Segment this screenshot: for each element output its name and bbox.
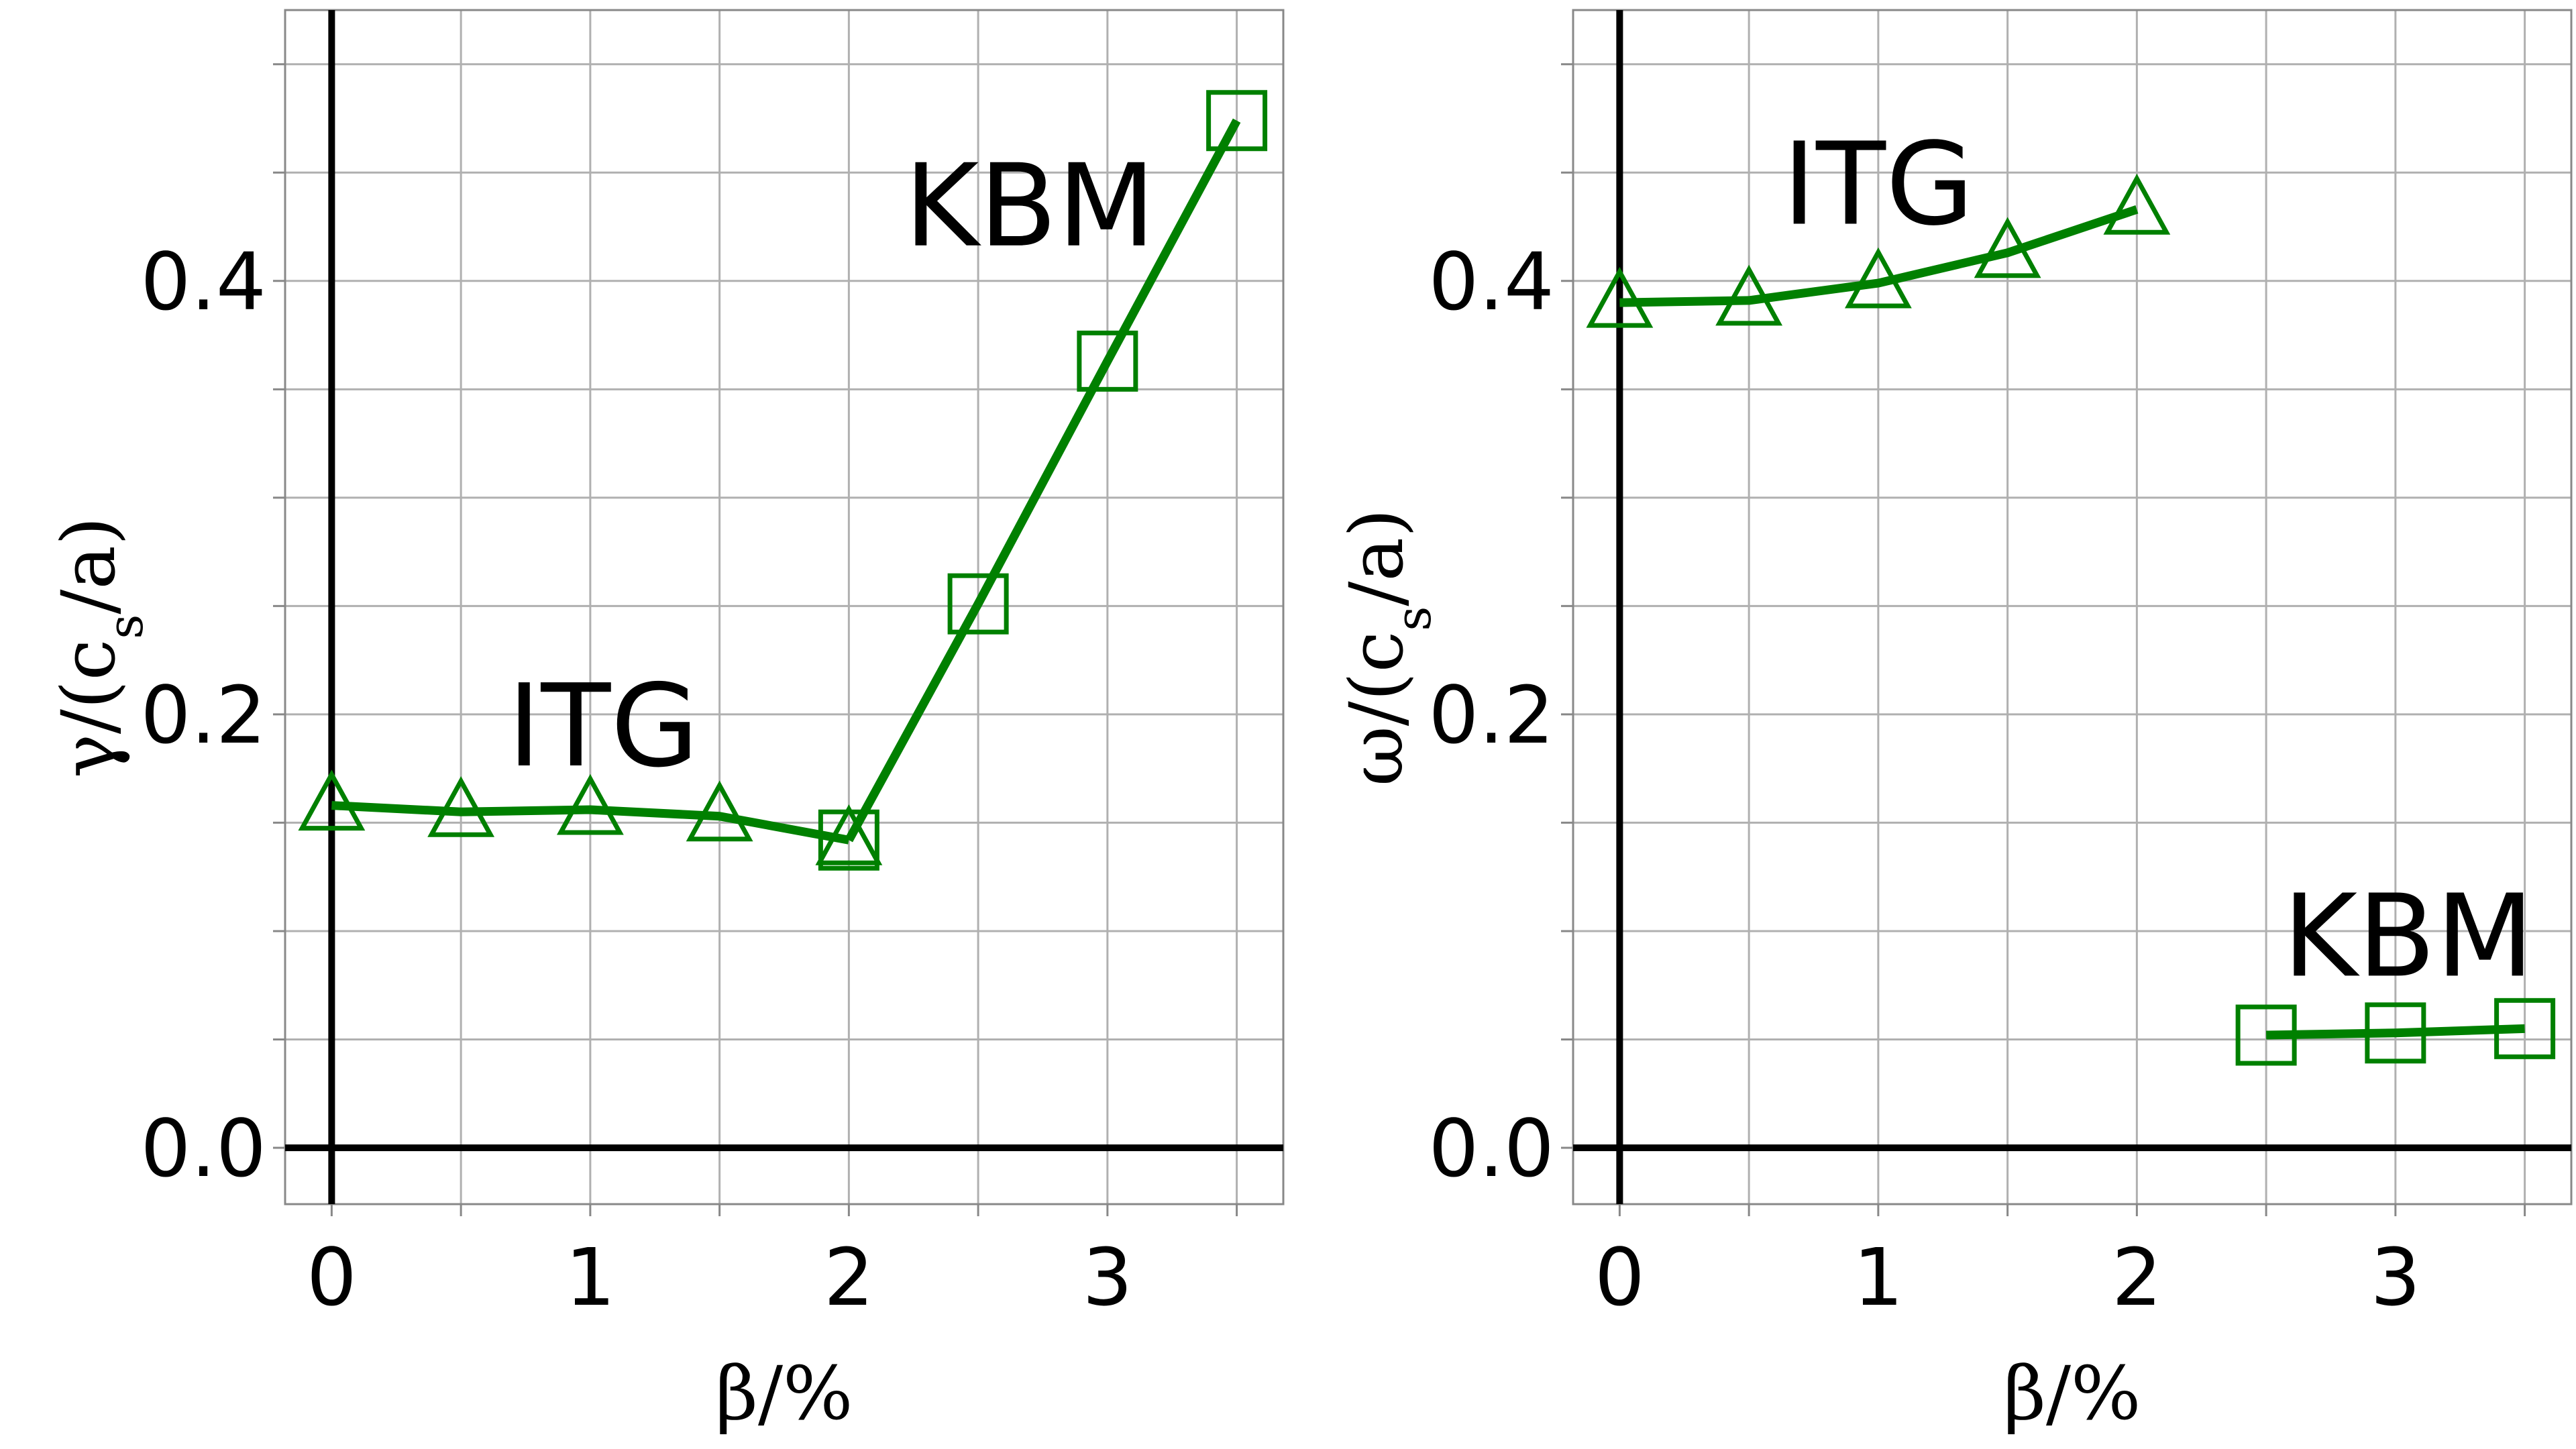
x-tick-label: 0	[307, 1231, 357, 1324]
right-panel-frequency: 0 1 2 3 0.0 0.2 0.4 β/% ω/(cs/a) ITG KBM	[1334, 9, 2573, 1436]
x-axis-title: β/%	[715, 1350, 853, 1436]
annotation-itg: ITG	[507, 660, 699, 793]
data-point-square	[2494, 998, 2556, 1059]
data-point-triangle	[815, 804, 883, 865]
y-tick-label: 0.0	[1428, 1102, 1554, 1195]
series-kbm	[818, 90, 1268, 871]
data-point-triangle	[298, 769, 366, 831]
x-tick-label: 3	[2370, 1231, 2420, 1324]
data-point-square	[2365, 1002, 2426, 1064]
x-tick-label: 3	[1082, 1231, 1132, 1324]
data-point-triangle	[1974, 217, 2041, 278]
series-kbm	[2235, 998, 2556, 1066]
x-tick-label: 0	[1595, 1231, 1645, 1324]
data-point-triangle	[556, 773, 624, 835]
data-point-square	[1206, 90, 1268, 152]
annotation-kbm: KBM	[2283, 870, 2534, 1003]
series-itg	[1586, 173, 2171, 328]
series-line	[2266, 1024, 2525, 1040]
x-tick-label: 1	[565, 1231, 615, 1324]
annotation-kbm: KBM	[904, 140, 1156, 273]
left-panel-growth-rate: 0 1 2 3 0.0 0.2 0.4 β/% γ/(cs/a) ITG KBM	[46, 9, 1285, 1436]
data-point-triangle	[1715, 264, 1783, 326]
y-tick-label: 0.2	[1428, 669, 1554, 761]
plot-frame	[1572, 9, 2573, 1205]
data-point-square	[2235, 1004, 2297, 1066]
data-point-square	[947, 573, 1009, 635]
series-line	[1619, 205, 2139, 307]
x-tick-label: 2	[2112, 1231, 2162, 1324]
data-point-triangle	[427, 776, 495, 837]
x-tick-label: 1	[1853, 1231, 1903, 1324]
y-axis-title: ω/(cs/a)	[1334, 508, 1442, 786]
data-point-square	[818, 809, 879, 871]
data-point-triangle	[2103, 173, 2171, 235]
series-itg	[298, 769, 883, 865]
annotation-itg: ITG	[1782, 118, 1974, 251]
y-axis-title: γ/(cs/a)	[46, 517, 154, 778]
data-point-triangle	[1586, 266, 1654, 328]
data-point-triangle	[686, 780, 753, 842]
x-axis-title: β/%	[2003, 1350, 2141, 1436]
plot-frame	[284, 9, 1285, 1205]
y-tick-label: 0.0	[140, 1102, 266, 1195]
y-tick-label: 0.2	[140, 669, 266, 761]
data-point-triangle	[1844, 247, 1912, 309]
y-tick-label: 0.4	[140, 235, 266, 328]
data-point-square	[1077, 330, 1138, 392]
x-tick-label: 2	[824, 1231, 874, 1324]
series-line	[845, 118, 1241, 843]
y-tick-label: 0.4	[1428, 235, 1554, 328]
series-line	[331, 801, 850, 845]
